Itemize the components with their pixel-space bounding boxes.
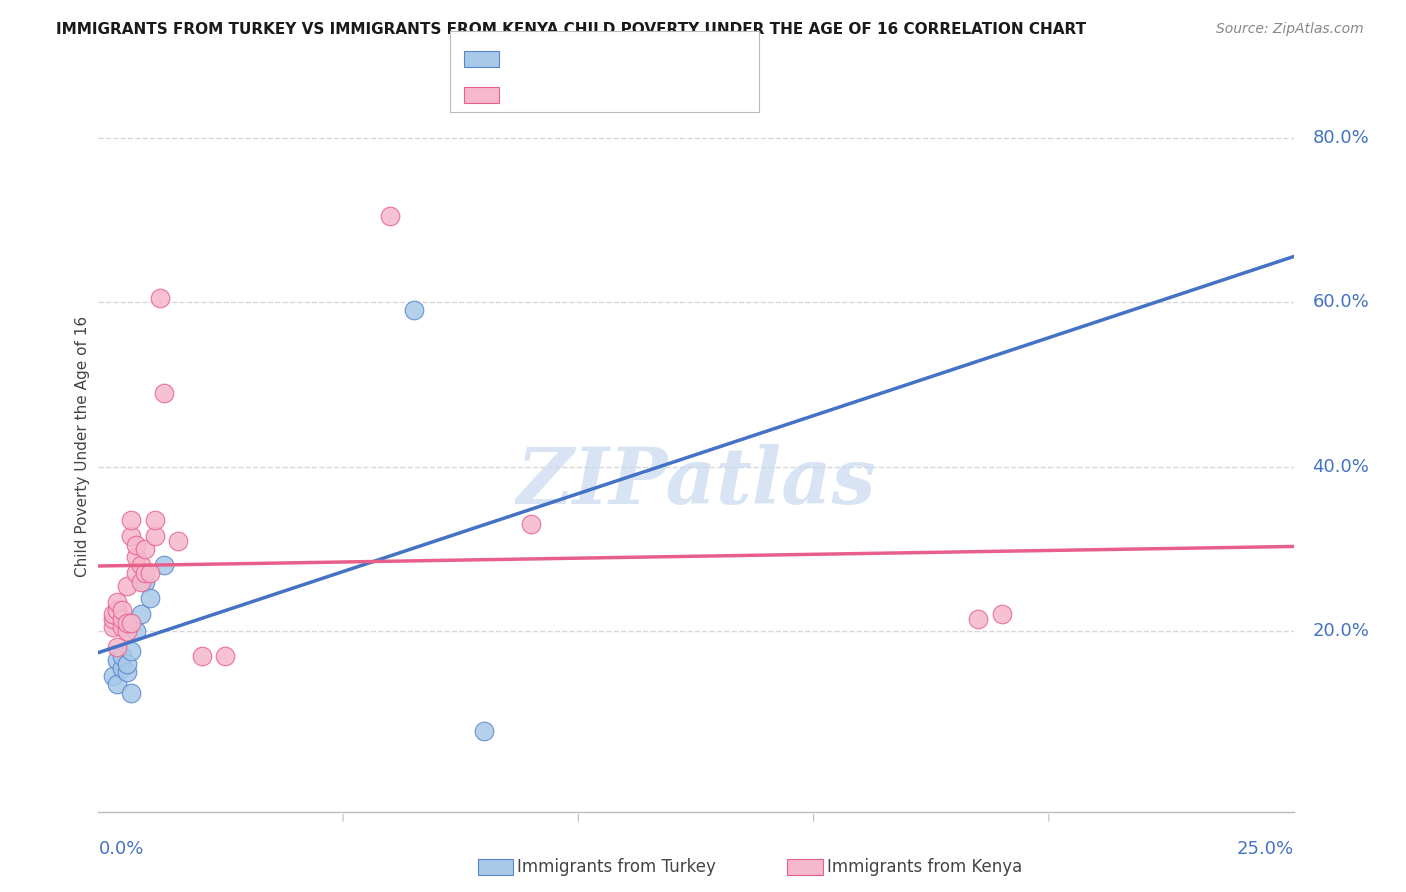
Text: 0.256: 0.256 bbox=[543, 50, 595, 69]
Text: 60.0%: 60.0% bbox=[1312, 293, 1369, 311]
Point bbox=[105, 677, 128, 691]
Point bbox=[101, 611, 124, 625]
Point bbox=[125, 538, 148, 552]
Point bbox=[125, 624, 148, 638]
Point bbox=[520, 517, 543, 532]
Point bbox=[111, 611, 134, 625]
Point bbox=[967, 611, 990, 625]
Point bbox=[120, 513, 142, 527]
Point bbox=[115, 615, 138, 630]
Text: 34: 34 bbox=[637, 87, 661, 104]
Point bbox=[191, 648, 214, 663]
Point bbox=[472, 724, 495, 739]
Point bbox=[111, 661, 134, 675]
Point bbox=[149, 291, 172, 305]
Text: 16: 16 bbox=[637, 50, 659, 69]
Point bbox=[120, 615, 142, 630]
Point bbox=[214, 648, 236, 663]
Point bbox=[143, 529, 166, 543]
Point bbox=[105, 640, 128, 655]
Text: 25.0%: 25.0% bbox=[1236, 840, 1294, 858]
Point bbox=[115, 665, 138, 679]
Point bbox=[105, 603, 128, 617]
Text: Immigrants from Turkey: Immigrants from Turkey bbox=[517, 858, 716, 876]
Text: Immigrants from Kenya: Immigrants from Kenya bbox=[827, 858, 1022, 876]
Point bbox=[125, 549, 148, 564]
Point bbox=[111, 620, 134, 634]
Point bbox=[111, 648, 134, 663]
Point bbox=[115, 579, 138, 593]
Point bbox=[129, 574, 152, 589]
Text: 80.0%: 80.0% bbox=[1312, 128, 1369, 147]
Point bbox=[167, 533, 190, 548]
Point bbox=[129, 558, 152, 573]
Point bbox=[153, 558, 176, 573]
Point bbox=[120, 685, 142, 699]
Text: 0.158: 0.158 bbox=[543, 87, 595, 104]
Text: Source: ZipAtlas.com: Source: ZipAtlas.com bbox=[1216, 22, 1364, 37]
Point bbox=[120, 529, 142, 543]
Point bbox=[134, 566, 156, 581]
Point bbox=[120, 644, 142, 658]
Point bbox=[101, 669, 124, 683]
Point bbox=[143, 513, 166, 527]
Point bbox=[111, 603, 134, 617]
Point bbox=[115, 657, 138, 671]
Point bbox=[105, 595, 128, 609]
Text: R =: R = bbox=[506, 87, 543, 104]
Point bbox=[134, 574, 156, 589]
Point bbox=[991, 607, 1014, 622]
Point bbox=[105, 653, 128, 667]
Point bbox=[139, 591, 162, 605]
Point bbox=[139, 566, 162, 581]
Point bbox=[101, 607, 124, 622]
Point bbox=[125, 566, 148, 581]
Text: 0.0%: 0.0% bbox=[98, 840, 143, 858]
Text: ZIPatlas: ZIPatlas bbox=[516, 444, 876, 521]
Text: IMMIGRANTS FROM TURKEY VS IMMIGRANTS FROM KENYA CHILD POVERTY UNDER THE AGE OF 1: IMMIGRANTS FROM TURKEY VS IMMIGRANTS FRO… bbox=[56, 22, 1087, 37]
Text: R =: R = bbox=[506, 50, 543, 69]
Point bbox=[129, 607, 152, 622]
Text: 40.0%: 40.0% bbox=[1312, 458, 1369, 475]
Point bbox=[153, 385, 176, 400]
Point bbox=[101, 620, 124, 634]
Y-axis label: Child Poverty Under the Age of 16: Child Poverty Under the Age of 16 bbox=[75, 316, 90, 576]
Point bbox=[115, 624, 138, 638]
Point bbox=[134, 541, 156, 556]
Text: N =: N = bbox=[602, 50, 638, 69]
Text: N =: N = bbox=[602, 87, 638, 104]
Point bbox=[402, 303, 425, 318]
Point bbox=[378, 209, 401, 223]
Text: 20.0%: 20.0% bbox=[1312, 622, 1369, 640]
